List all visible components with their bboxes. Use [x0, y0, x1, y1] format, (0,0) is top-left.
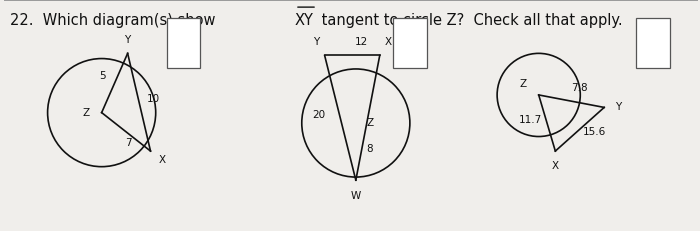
Text: X: X	[384, 37, 391, 47]
Text: 12: 12	[355, 37, 368, 47]
Text: 7.8: 7.8	[571, 83, 588, 93]
Text: Y: Y	[615, 102, 621, 112]
Text: Z: Z	[366, 118, 373, 128]
Text: X: X	[159, 155, 166, 165]
Text: X: X	[552, 161, 559, 171]
FancyBboxPatch shape	[167, 18, 200, 68]
Text: 22.  Which diagram(s) show: 22. Which diagram(s) show	[10, 12, 220, 27]
Text: tangent to circle Z?  Check all that apply.: tangent to circle Z? Check all that appl…	[317, 12, 622, 27]
Text: 15.6: 15.6	[582, 128, 606, 137]
Text: XY: XY	[295, 12, 314, 27]
Text: Z: Z	[82, 108, 89, 118]
Text: Z: Z	[519, 79, 526, 89]
Text: 5: 5	[99, 71, 106, 81]
FancyBboxPatch shape	[393, 18, 426, 68]
Text: 10: 10	[147, 94, 160, 104]
Text: 8: 8	[366, 144, 373, 154]
Text: 20: 20	[313, 110, 326, 120]
Text: W: W	[351, 191, 361, 201]
FancyBboxPatch shape	[636, 18, 670, 68]
Text: 7: 7	[125, 138, 132, 148]
Text: 11.7: 11.7	[519, 115, 542, 125]
Text: Y: Y	[125, 35, 131, 45]
Text: Y: Y	[313, 37, 319, 47]
